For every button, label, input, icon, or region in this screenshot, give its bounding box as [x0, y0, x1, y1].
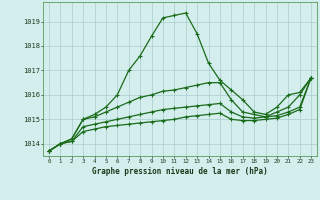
X-axis label: Graphe pression niveau de la mer (hPa): Graphe pression niveau de la mer (hPa): [92, 167, 268, 176]
